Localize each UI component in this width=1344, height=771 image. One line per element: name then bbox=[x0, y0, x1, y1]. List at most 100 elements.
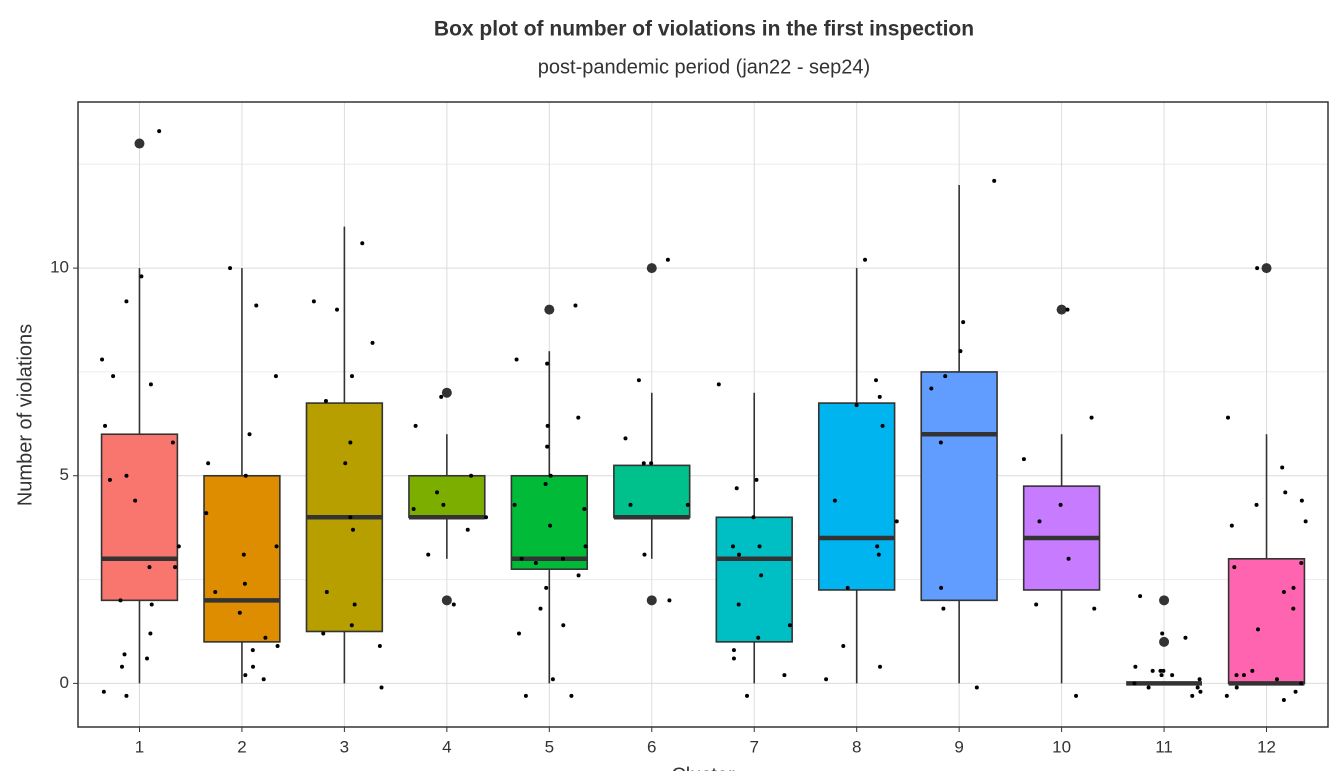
jitter-point bbox=[730, 544, 735, 549]
jitter-point bbox=[348, 515, 353, 520]
jitter-point bbox=[148, 382, 153, 387]
jitter-point bbox=[1065, 307, 1070, 312]
jitter-point bbox=[311, 299, 316, 304]
jitter-point bbox=[263, 635, 268, 640]
jitter-point bbox=[1190, 693, 1195, 698]
jitter-point bbox=[228, 266, 233, 271]
jitter-point bbox=[484, 515, 489, 520]
chart-title: Box plot of number of violations in the … bbox=[434, 18, 974, 41]
jitter-point bbox=[759, 573, 764, 578]
x-tick-label: 7 bbox=[749, 737, 758, 756]
jitter-point bbox=[426, 552, 431, 557]
jitter-point bbox=[1255, 266, 1260, 271]
jitter-point bbox=[107, 477, 112, 482]
x-tick-label: 4 bbox=[442, 737, 451, 756]
jitter-point bbox=[1170, 673, 1175, 678]
jitter-point bbox=[876, 552, 881, 557]
jitter-point bbox=[1089, 415, 1094, 420]
jitter-point bbox=[379, 685, 384, 690]
jitter-point bbox=[636, 378, 641, 383]
jitter-point bbox=[157, 129, 162, 134]
jitter-point bbox=[206, 461, 211, 466]
jitter-point bbox=[176, 544, 181, 549]
jitter-point bbox=[736, 602, 741, 607]
jitter-point bbox=[880, 423, 885, 428]
jitter-point bbox=[1160, 631, 1165, 636]
jitter-point bbox=[241, 552, 246, 557]
outlier bbox=[134, 138, 145, 149]
jitter-point bbox=[877, 394, 882, 399]
jitter-point bbox=[569, 693, 574, 698]
y-tick-label: 5 bbox=[60, 465, 69, 484]
box bbox=[100, 433, 179, 602]
jitter-point bbox=[543, 482, 548, 487]
jitter-point bbox=[642, 552, 647, 557]
jitter-point bbox=[512, 502, 517, 507]
jitter-point bbox=[516, 631, 521, 636]
jitter-point bbox=[514, 357, 519, 362]
jitter-point bbox=[274, 544, 279, 549]
jitter-point bbox=[119, 664, 124, 669]
jitter-point bbox=[411, 506, 416, 511]
jitter-point bbox=[1224, 693, 1229, 698]
y-tick-label: 10 bbox=[50, 258, 69, 277]
x-tick-label: 10 bbox=[1052, 737, 1071, 756]
box bbox=[613, 464, 691, 519]
jitter-point bbox=[243, 473, 248, 478]
jitter-point bbox=[1291, 585, 1296, 590]
jitter-point bbox=[533, 560, 538, 565]
jitter-point bbox=[716, 382, 721, 387]
jitter-point bbox=[667, 598, 672, 603]
plot-border bbox=[77, 101, 1329, 728]
jitter-point bbox=[100, 357, 105, 362]
jitter-point bbox=[941, 606, 946, 611]
jitter-point bbox=[250, 648, 255, 653]
jitter-point bbox=[824, 677, 829, 682]
outlier bbox=[441, 387, 452, 398]
jitter-point bbox=[1037, 519, 1042, 524]
jitter-point bbox=[147, 565, 152, 570]
jitter-point bbox=[370, 340, 375, 345]
jitter-point bbox=[992, 178, 997, 183]
x-tick-label: 2 bbox=[237, 737, 246, 756]
outlier bbox=[646, 263, 657, 274]
jitter-point bbox=[1241, 673, 1246, 678]
jitter-point bbox=[737, 552, 742, 557]
jitter-point bbox=[1158, 668, 1163, 673]
jitter-point bbox=[519, 556, 524, 561]
jitter-point bbox=[1303, 519, 1308, 524]
jitter-point bbox=[1283, 490, 1288, 495]
jitter-point bbox=[173, 565, 178, 570]
jitter-point bbox=[213, 590, 218, 595]
jitter-point bbox=[1161, 668, 1166, 673]
x-tick-label: 3 bbox=[340, 737, 349, 756]
x-tick-label: 8 bbox=[852, 737, 861, 756]
jitter-point bbox=[1226, 415, 1231, 420]
jitter-point bbox=[1256, 627, 1261, 632]
jitter-point bbox=[465, 527, 470, 532]
jitter-point bbox=[894, 519, 899, 524]
box bbox=[408, 474, 486, 519]
jitter-point bbox=[1195, 685, 1200, 690]
jitter-point bbox=[1293, 689, 1298, 694]
jitter-point bbox=[439, 394, 444, 399]
jitter-point bbox=[548, 473, 553, 478]
jitter-point bbox=[576, 415, 581, 420]
x-tick-label: 12 bbox=[1257, 737, 1276, 756]
jitter-point bbox=[251, 664, 256, 669]
jitter-point bbox=[118, 598, 123, 603]
jitter-point bbox=[1021, 457, 1026, 462]
jitter-point bbox=[641, 461, 646, 466]
jitter-point bbox=[874, 378, 879, 383]
jitter-point bbox=[413, 423, 418, 428]
jitter-point bbox=[1159, 673, 1164, 678]
jitter-point bbox=[273, 374, 278, 379]
jitter-point bbox=[751, 515, 756, 520]
x-axis-label: Cluster bbox=[671, 764, 735, 771]
jitter-point bbox=[545, 423, 550, 428]
jitter-point bbox=[1197, 677, 1202, 682]
jitter-point bbox=[943, 374, 948, 379]
jitter-point bbox=[348, 440, 353, 445]
jitter-point bbox=[145, 656, 150, 661]
